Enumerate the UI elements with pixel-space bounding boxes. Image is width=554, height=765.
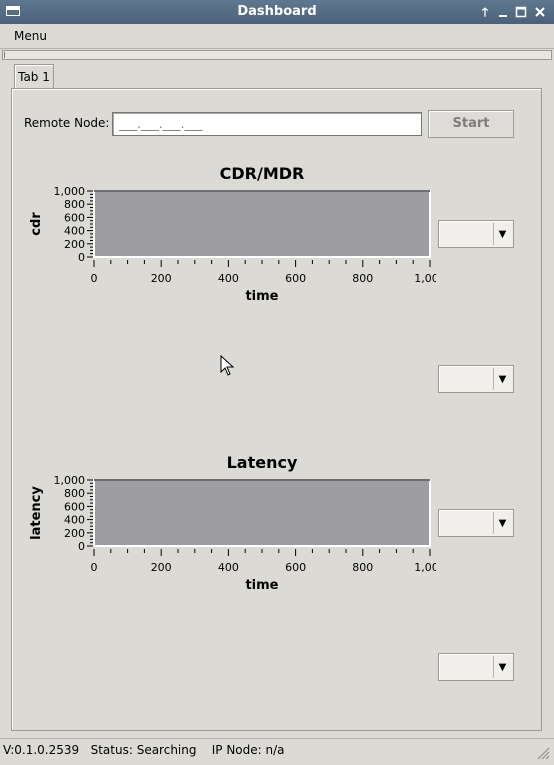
x-tick-label: 0 [91,272,98,285]
triangle-down-icon[interactable]: ▼ [493,223,511,245]
y-tick-label: 200 [64,527,85,540]
dropdown-4[interactable]: ▼ [438,653,514,681]
y-tick-label: 0 [78,251,85,264]
remote-node-input[interactable] [112,112,422,136]
toolbar-strip [2,50,552,60]
triangle-down-icon[interactable]: ▼ [493,656,511,678]
window-icon[interactable] [6,6,20,16]
x-tick-label: 1,000 [414,561,436,574]
x-tick-label: 800 [352,561,373,574]
y-tick-label: 400 [64,514,85,527]
plot-area [93,190,431,258]
arrow-up-icon[interactable]: 🡑 [481,5,489,19]
x-axis-label: time [245,578,278,593]
x-tick-label: 600 [285,272,306,285]
window-title: Dashboard [237,4,317,19]
y-tick-label: 400 [64,225,85,238]
triangle-down-icon[interactable]: ▼ [493,368,511,390]
x-tick-label: 800 [352,272,373,285]
menu-bar: Menu [0,24,554,49]
chart-title-cdr-mdr: CDR/MDR [219,164,305,183]
x-tick-label: 600 [285,561,306,574]
y-tick-label: 0 [78,540,85,553]
x-tick-label: 400 [218,561,239,574]
status-text: V:0.1.0.2539 Status: Searching IP Node: … [3,743,285,757]
minimize-icon[interactable] [495,4,511,20]
status-bar [0,738,554,765]
close-icon[interactable] [532,4,548,20]
x-axis-label: time [245,289,278,304]
x-tick-label: 200 [151,272,172,285]
plot-area [93,479,431,547]
y-tick-label: 1,000 [54,186,86,198]
y-tick-label: 800 [64,198,85,211]
x-tick-label: 400 [218,272,239,285]
chart-title-latency: Latency [226,453,298,472]
x-tick-label: 1,000 [414,272,436,285]
cdr-mdr-chart: 1,000800600400200002004006008001,000time… [29,186,436,304]
tab-1[interactable]: Tab 1 [14,64,54,88]
title-bar: Dashboard 🡑 [0,0,554,24]
tab-panel [11,88,542,731]
dropdown-1[interactable]: ▼ [438,220,514,248]
dropdown-3[interactable]: ▼ [438,509,514,537]
triangle-down-icon[interactable]: ▼ [493,512,511,534]
x-tick-label: 200 [151,561,172,574]
x-tick-label: 0 [91,561,98,574]
y-axis-label: latency [29,486,44,540]
y-tick-label: 1,000 [54,475,86,487]
remote-node-label: Remote Node: [24,116,110,130]
menu-button[interactable]: Menu [14,29,47,43]
y-tick-label: 600 [64,500,85,513]
y-tick-label: 800 [64,487,85,500]
latency-chart: 1,000800600400200002004006008001,000time… [29,475,436,593]
maximize-icon[interactable] [513,4,529,20]
resize-grip-icon[interactable] [536,746,550,760]
y-axis-label: cdr [29,212,44,236]
y-tick-label: 200 [64,238,85,251]
toolbar-handle[interactable] [4,52,11,58]
mouse-cursor-icon [220,355,235,376]
dropdown-2[interactable]: ▼ [438,365,514,393]
y-tick-label: 600 [64,211,85,224]
start-button[interactable]: Start [428,110,514,138]
